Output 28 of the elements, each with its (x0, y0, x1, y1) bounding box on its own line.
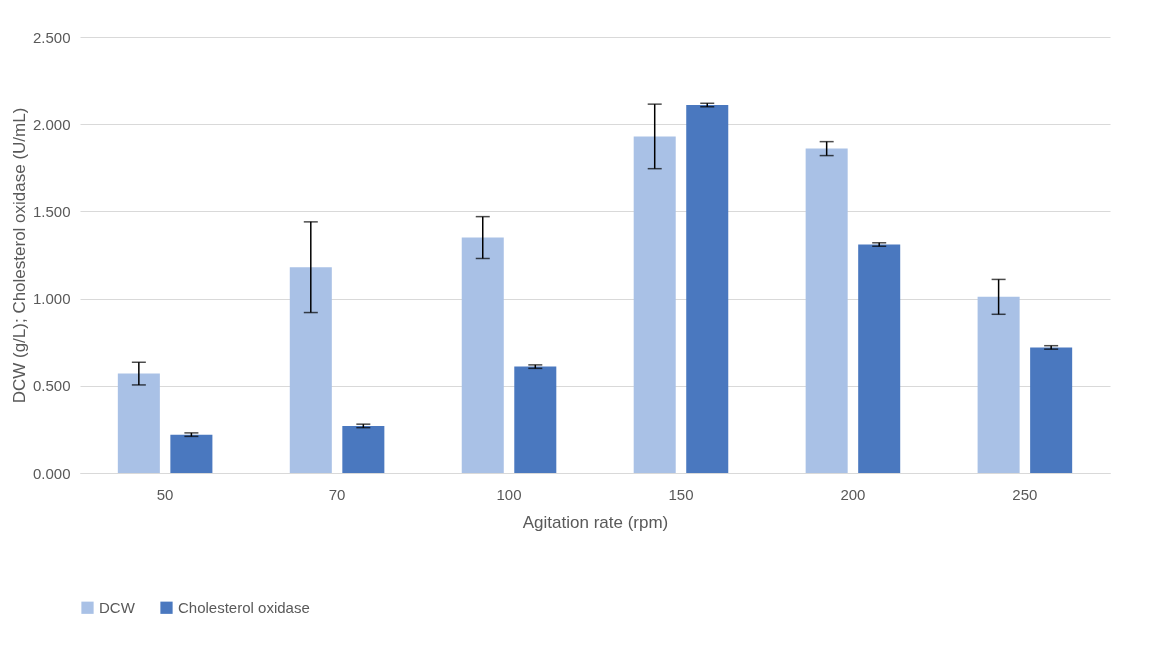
x-axis-title: Agitation rate (rpm) (522, 512, 669, 532)
bar (686, 105, 729, 473)
bar (1030, 347, 1073, 473)
bar (289, 267, 332, 473)
y-tick-label: 1.000 (32, 290, 71, 308)
legend-label: DCW (99, 598, 136, 616)
x-tick-label: 150 (668, 485, 694, 503)
x-tick-label: 250 (1012, 485, 1038, 503)
bar (977, 296, 1020, 473)
y-tick-label: 2.500 (32, 28, 71, 46)
y-axis-title: DCW (g/L); Cholesterol oxidase (U/mL) (9, 107, 29, 404)
bar (170, 434, 213, 473)
bar (117, 373, 160, 473)
bar (461, 237, 504, 473)
x-tick-label: 100 (496, 485, 522, 503)
bar (633, 136, 676, 473)
x-tick-label: 200 (840, 485, 866, 503)
bar (858, 244, 901, 473)
bar (342, 425, 385, 473)
y-tick-label: 0.000 (32, 464, 71, 482)
bar (805, 148, 848, 473)
y-tick-label: 0.500 (32, 377, 71, 395)
legend-label: Cholesterol oxidase (178, 598, 310, 616)
y-tick-label: 2.000 (32, 115, 71, 133)
x-tick-label: 70 (328, 485, 346, 503)
bar (514, 366, 557, 473)
x-tick-label: 50 (156, 485, 174, 503)
y-tick-label: 1.500 (32, 202, 71, 220)
